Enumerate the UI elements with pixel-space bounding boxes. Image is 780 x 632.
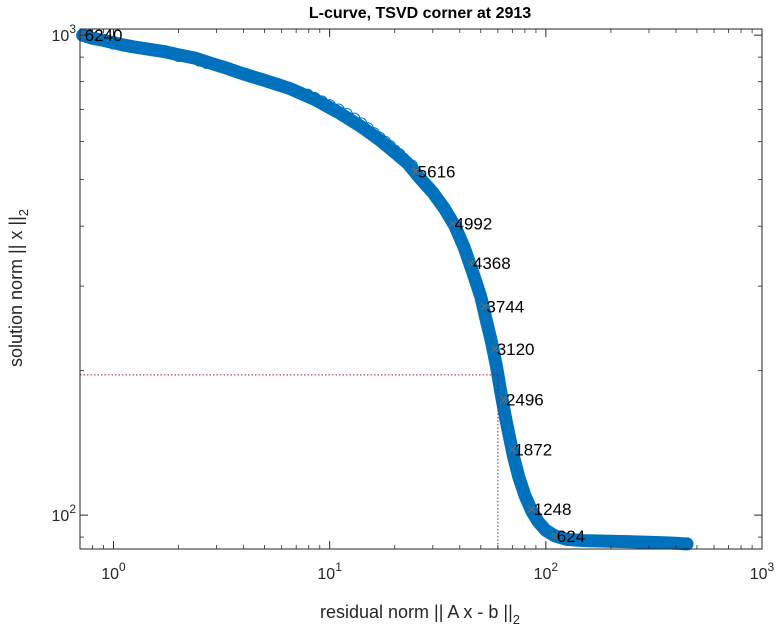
point-label: 5616 — [418, 162, 456, 181]
labeled-point: 624 — [550, 527, 585, 546]
tick-base: 10 — [534, 566, 552, 583]
point-marker — [411, 167, 420, 176]
x-tick-label: 103 — [750, 560, 775, 583]
x-tick-label: 101 — [317, 560, 342, 583]
chart-title: L-curve, TSVD corner at 2913 — [309, 5, 531, 22]
labeled-point: 1248 — [527, 500, 572, 519]
tick-base: 10 — [750, 566, 768, 583]
tick-exponent: 2 — [551, 560, 558, 574]
x-axis-label-main: residual norm || A x - b || — [320, 602, 513, 622]
data-point — [193, 54, 206, 67]
point-label: 4368 — [473, 254, 511, 273]
data-point — [272, 78, 285, 91]
point-marker — [527, 505, 536, 513]
point-label: 1872 — [514, 441, 552, 460]
labeled-point: 3120 — [490, 340, 535, 359]
data-point — [76, 29, 89, 42]
data-point — [200, 56, 213, 69]
data-point — [172, 49, 185, 62]
data-point — [235, 66, 248, 79]
data-point — [383, 139, 396, 152]
data-point — [405, 159, 418, 172]
y-tick-label: 103 — [52, 22, 77, 45]
data-point — [107, 37, 120, 50]
data-point — [355, 117, 368, 130]
plot-background — [80, 29, 762, 549]
data-point — [139, 43, 152, 56]
data-point — [278, 80, 291, 93]
data-point — [397, 152, 410, 165]
data-point — [287, 83, 300, 96]
y-axis-label-main: solution norm || x || — [6, 216, 26, 367]
x-axis-label-sub: 2 — [513, 612, 520, 627]
point-marker — [466, 259, 475, 268]
axes-box — [79, 28, 763, 550]
tick-exponent: 3 — [768, 560, 775, 574]
tick-base: 10 — [52, 28, 70, 45]
tick-base: 10 — [52, 508, 70, 525]
point-marker — [508, 445, 517, 454]
point-marker — [550, 532, 559, 540]
data-point — [301, 88, 314, 101]
tick-base: 10 — [317, 566, 335, 583]
y-axis-label-sub: 2 — [16, 209, 31, 216]
data-point — [660, 536, 673, 549]
data-point — [308, 91, 321, 104]
labeled-point: 2496 — [500, 391, 544, 410]
data-point — [681, 538, 694, 551]
data-point — [250, 71, 263, 84]
x-axis-label: residual norm || A x - b ||2 — [320, 602, 520, 627]
point-marker — [500, 395, 508, 404]
y-axis-label: solution norm || x ||2 — [6, 209, 31, 367]
data-point — [227, 64, 240, 77]
point-label: 3744 — [486, 298, 524, 317]
data-point — [651, 536, 664, 549]
labeled-point: 1872 — [508, 441, 552, 460]
point-marker — [490, 344, 499, 353]
labeled-point: 4992 — [448, 215, 492, 234]
tick-exponent: 2 — [69, 502, 76, 516]
point-label: 624 — [557, 527, 585, 546]
labeled-point: 3744 — [480, 298, 524, 317]
point-marker — [448, 219, 457, 228]
data-point — [388, 144, 401, 157]
data-point — [124, 40, 137, 53]
y-tick-label: 102 — [52, 502, 77, 525]
point-marker — [480, 302, 489, 311]
data-point — [361, 122, 374, 135]
data-point — [264, 75, 277, 88]
data-point — [207, 58, 220, 71]
data-point — [348, 112, 361, 125]
x-tick-label: 102 — [534, 560, 559, 583]
labeled-point: 4368 — [466, 254, 511, 273]
tick-exponent: 0 — [119, 560, 126, 574]
tick-base: 10 — [101, 566, 119, 583]
data-series-dense-band — [76, 28, 694, 551]
point-label: 1248 — [534, 500, 572, 519]
data-point — [393, 148, 406, 161]
point-label: 3120 — [497, 340, 535, 359]
y-axis-label-group: solution norm || x ||2 — [6, 209, 31, 367]
data-point — [258, 74, 271, 87]
x-tick-label: 100 — [101, 560, 126, 583]
plot-area — [80, 29, 762, 549]
point-label: 4992 — [454, 215, 492, 234]
data-point — [315, 95, 328, 108]
data-point — [294, 86, 307, 99]
labeled-point: 5616 — [411, 162, 456, 181]
tick-exponent: 1 — [335, 560, 342, 574]
data-point — [92, 33, 105, 46]
data-point — [216, 61, 229, 74]
data-point — [239, 68, 252, 81]
tick-exponent: 3 — [69, 22, 76, 36]
point-label: 2496 — [506, 391, 544, 410]
